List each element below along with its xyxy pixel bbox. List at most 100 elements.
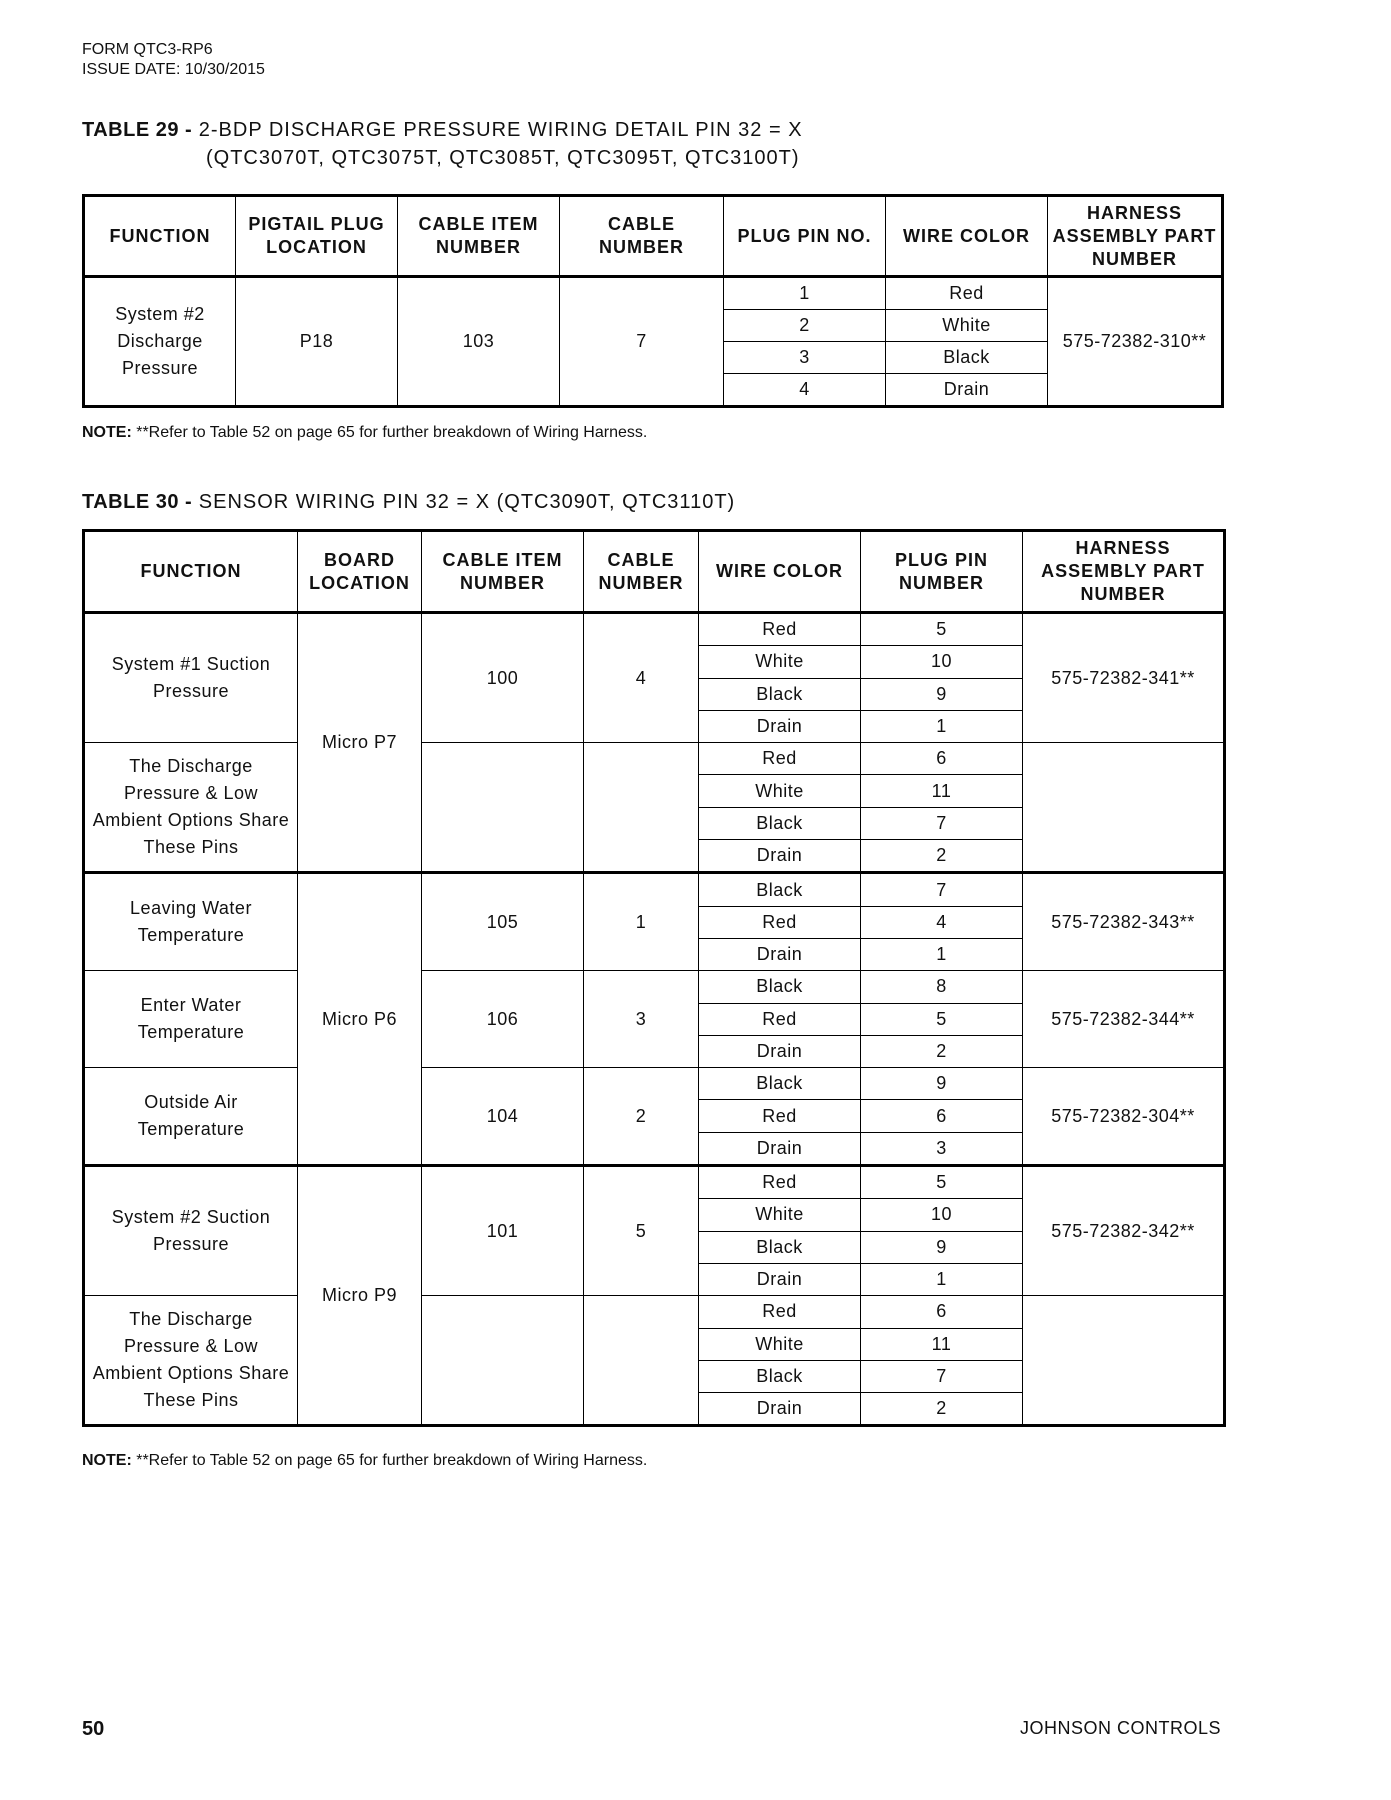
wire-color-cell: Red: [698, 905, 861, 939]
column-header: PIGTAIL PLUG LOCATION: [235, 195, 398, 277]
wire-color-cell: Red: [698, 1295, 861, 1329]
table-row: White 10: [84, 1198, 1225, 1232]
table-row: Drain 2: [84, 1392, 1225, 1427]
cable-number-cell: 3: [583, 970, 699, 1069]
cable-item-cell: [421, 742, 584, 874]
cable-item-cell: 104: [421, 1067, 584, 1167]
table29-note: NOTE: **Refer to Table 52 on page 65 for…: [82, 424, 647, 442]
form-number: FORM QTC3-RP6: [82, 41, 213, 58]
wire-color-cell: Red: [698, 742, 861, 776]
function-cell: Outside Air Temperature: [83, 1067, 298, 1167]
plug-pin-cell: 6: [860, 1099, 1023, 1133]
table-row: Drain 1: [84, 1262, 1225, 1297]
column-header: CABLE ITEM NUMBER: [421, 530, 584, 613]
plug-pin-cell: 7: [860, 1359, 1023, 1394]
plug-pin-cell: 9: [860, 677, 1023, 711]
column-header: FUNCTION: [83, 195, 236, 277]
column-header: FUNCTION: [83, 530, 298, 613]
table-row: Black 7: [84, 806, 1225, 841]
plug-pin-cell: 5: [860, 1002, 1023, 1036]
table-row: Drain 1: [84, 937, 1225, 972]
table30-label: TABLE 30 -: [82, 491, 193, 513]
table-row: Drain 3: [84, 1131, 1225, 1167]
column-header: PLUG PIN NUMBER: [860, 530, 1023, 613]
wire-color-cell: Red: [698, 1099, 861, 1133]
plug-pin-cell: 2: [860, 839, 1023, 874]
plug-pin-cell: 4: [860, 905, 1023, 939]
wire-color-cell: Drain: [698, 1392, 861, 1427]
wire-color-cell: Red: [698, 1165, 861, 1200]
table-row: Black 7: [84, 1359, 1225, 1394]
plug-pin-cell: 7: [860, 806, 1023, 841]
wire-color-cell: Red: [698, 611, 861, 647]
plug-pin-cell: 11: [860, 1327, 1023, 1361]
form-header: FORM QTC3-RP6 ISSUE DATE: 10/30/2015: [82, 40, 265, 80]
table-row: System #2 Suction Pressure Micro P9 101 5 Re…: [83, 1165, 1225, 1427]
wire-color-cell: White: [698, 1198, 861, 1232]
column-header: WIRE COLOR: [885, 195, 1048, 277]
note-text: **Refer to Table 52 on page 65 for furth…: [131, 424, 648, 441]
plug-pin-cell: 2: [860, 1392, 1023, 1427]
plug-pin-cell: 2: [723, 309, 886, 342]
plug-pin-cell: 8: [860, 970, 1023, 1004]
harness-part-cell: 575-72382-342**: [1022, 1165, 1225, 1297]
cable-number-cell: 5: [583, 1165, 699, 1297]
wire-color-cell: White: [885, 309, 1048, 342]
table29-title: TABLE 29 - 2-BDP DISCHARGE PRESSURE WIRI…: [82, 116, 803, 172]
plug-pin-cell: 1: [860, 709, 1023, 744]
wire-color-cell: Drain: [698, 1131, 861, 1167]
plug-pin-cell: 7: [860, 872, 1023, 907]
cable-item-cell: 106: [421, 970, 584, 1069]
table-row: System #1 Suction Pressure Micro P7 100 4 Re…: [83, 611, 1225, 874]
cable-number-cell: [583, 1295, 699, 1427]
board-location-cell: Micro P9: [297, 1165, 422, 1427]
plug-pin-cell: 3: [723, 341, 886, 374]
function-cell: System #2 Discharge Pressure: [83, 276, 236, 407]
plug-pin-cell: 9: [860, 1067, 1023, 1101]
cable-item-cell: 100: [421, 611, 584, 744]
plug-pin-cell: 2: [860, 1034, 1023, 1069]
wire-color-cell: White: [698, 1327, 861, 1361]
plug-pin-cell: 1: [723, 276, 886, 310]
column-header: PLUG PIN NO.: [723, 195, 886, 277]
cable-item-cell: 103: [397, 276, 560, 407]
harness-part-cell: 575-72382-304**: [1022, 1067, 1225, 1167]
board-location-cell: Micro P7: [297, 611, 422, 874]
wire-color-cell: White: [698, 645, 861, 679]
column-header: HARNESS ASSEMBLY PART NUMBER: [1047, 195, 1223, 277]
harness-part-cell: [1022, 742, 1225, 874]
cable-number-cell: 1: [583, 872, 699, 972]
cable-number-cell: [583, 742, 699, 874]
column-header: CABLE NUMBER: [559, 195, 724, 277]
table29-title-line1: 2-BDP DISCHARGE PRESSURE WIRING DETAIL P…: [198, 119, 803, 141]
cable-number-cell: 7: [559, 276, 724, 407]
function-cell: System #2 Suction Pressure: [83, 1165, 298, 1297]
cable-item-cell: 101: [421, 1165, 584, 1297]
issue-date: ISSUE DATE: 10/30/2015: [82, 61, 265, 78]
cable-item-cell: [421, 1295, 584, 1427]
wire-color-cell: Red: [698, 1002, 861, 1036]
wire-color-cell: Black: [698, 872, 861, 907]
location-cell: P18: [235, 276, 398, 407]
note-label: NOTE:: [82, 1452, 132, 1469]
wire-color-cell: Black: [885, 341, 1048, 374]
wire-color-cell: Drain: [698, 1034, 861, 1069]
plug-pin-cell: 1: [860, 937, 1023, 972]
table-row: The Discharge Pressure & Low Ambient Opt…: [83, 742, 1225, 874]
harness-part-cell: 575-72382-343**: [1022, 872, 1225, 972]
plug-pin-cell: 4: [723, 373, 886, 407]
column-header: WIRE COLOR: [698, 530, 861, 613]
wire-color-cell: Drain: [698, 839, 861, 874]
wire-color-cell: Black: [698, 677, 861, 711]
function-cell: The Discharge Pressure & Low Ambient Opt…: [83, 1295, 298, 1427]
wire-color-cell: Black: [698, 806, 861, 841]
wire-color-cell: Drain: [698, 937, 861, 972]
table-row: The Discharge Pressure & Low Ambient Opt…: [83, 1295, 1225, 1427]
plug-pin-cell: 11: [860, 774, 1023, 808]
table-row: Outside Air Temperature 104 2 Black 9 575-723…: [83, 1067, 1225, 1167]
wire-color-cell: Black: [698, 1067, 861, 1101]
cable-item-cell: 105: [421, 872, 584, 972]
table-row: Enter Water Temperature 106 3 Black 8 575-723…: [83, 970, 1225, 1069]
table-row: System #2 Discharge Pressure P18 103 7 1 Red 5…: [83, 276, 1223, 407]
